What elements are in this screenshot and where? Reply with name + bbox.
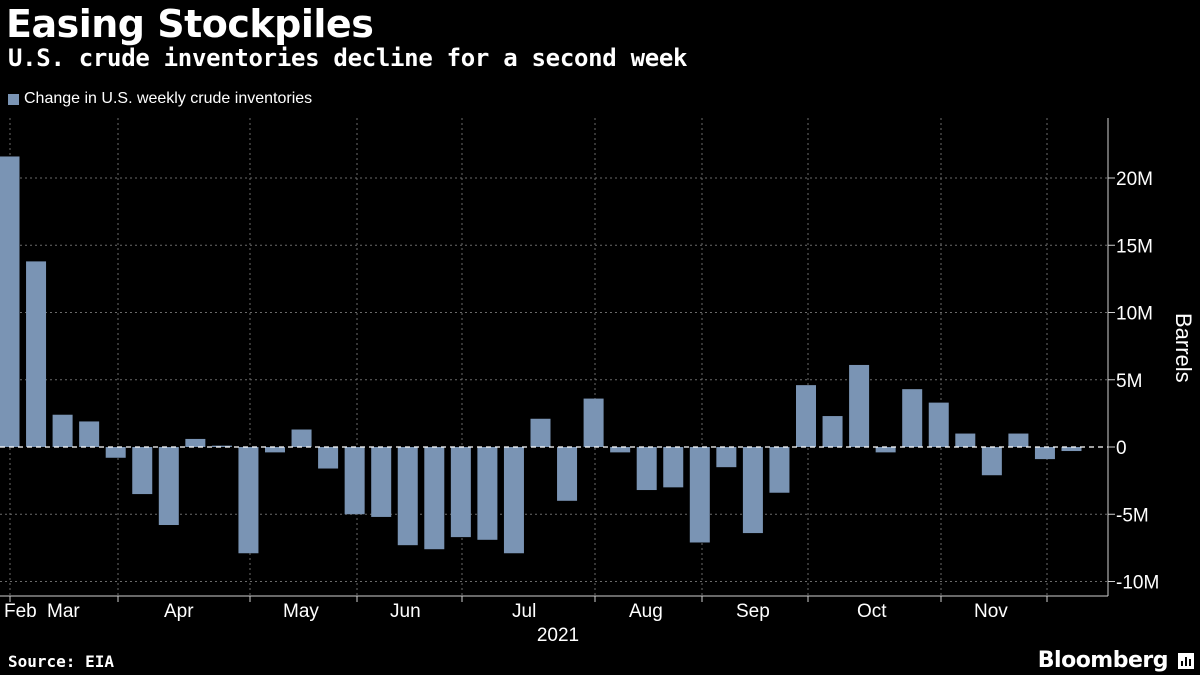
legend-swatch xyxy=(8,93,19,105)
legend: Change in U.S. weekly crude inventories xyxy=(8,90,312,108)
x-tick-label: Mar xyxy=(47,601,80,622)
bar xyxy=(424,447,445,550)
bar xyxy=(450,447,471,538)
bar xyxy=(610,447,631,453)
x-year-label: 2021 xyxy=(537,625,579,646)
bar xyxy=(185,438,206,447)
bar xyxy=(822,416,843,447)
x-tick-label: Jul xyxy=(512,601,536,622)
bar xyxy=(477,447,498,540)
bar xyxy=(928,402,949,447)
x-tick-label: Feb xyxy=(4,601,37,622)
source-note: Source: EIA xyxy=(8,652,114,671)
x-tick-label: Oct xyxy=(857,601,887,622)
x-tick-label: Jun xyxy=(390,601,421,622)
bar xyxy=(796,385,816,447)
bar xyxy=(557,447,578,501)
bar xyxy=(875,447,896,453)
bar xyxy=(238,447,259,554)
bar xyxy=(530,418,551,447)
bar xyxy=(132,447,153,495)
y-tick-label: 20M xyxy=(1116,169,1153,190)
bar xyxy=(1008,433,1029,447)
bar xyxy=(636,447,657,491)
bar xyxy=(0,156,20,448)
bar xyxy=(849,364,870,447)
chart-subtitle: U.S. crude inventories decline for a sec… xyxy=(8,44,688,72)
y-tick-label: -10M xyxy=(1116,573,1159,594)
bar xyxy=(344,447,365,515)
bar xyxy=(955,433,976,447)
bar xyxy=(716,447,737,468)
bar xyxy=(902,389,923,447)
bar xyxy=(105,447,126,458)
x-tick-label: Aug xyxy=(629,601,663,622)
bar xyxy=(1061,447,1082,452)
x-tick-label: Nov xyxy=(974,601,1008,622)
bar xyxy=(265,447,285,453)
y-tick-label: 15M xyxy=(1116,236,1153,257)
bar xyxy=(371,447,392,517)
bar xyxy=(158,447,179,526)
bar xyxy=(742,447,763,534)
bar xyxy=(291,429,312,447)
bar xyxy=(689,447,710,543)
y-tick-label: 5M xyxy=(1116,371,1142,392)
bar xyxy=(663,447,684,488)
bar xyxy=(583,398,604,447)
bar xyxy=(503,447,524,554)
brand-name: Bloomberg xyxy=(1037,648,1169,673)
y-tick-label: 10M xyxy=(1116,304,1153,325)
x-tick-label: May xyxy=(283,601,319,622)
bar xyxy=(26,261,47,447)
y-tick-label: -5M xyxy=(1116,505,1149,526)
legend-label: Change in U.S. weekly crude inventories xyxy=(24,90,313,107)
x-tick-label: Sep xyxy=(736,601,770,622)
bar xyxy=(981,447,1002,476)
x-tick-label: Apr xyxy=(164,601,194,622)
bar xyxy=(79,421,100,447)
bar xyxy=(1034,447,1055,460)
chart-title: Easing Stockpiles xyxy=(6,2,374,46)
y-tick-label: 0 xyxy=(1116,438,1127,459)
bar xyxy=(769,447,790,493)
bar xyxy=(318,447,339,469)
bar xyxy=(397,447,418,546)
y-axis-title: Barrels xyxy=(1171,313,1196,383)
bar xyxy=(52,414,73,447)
bar xyxy=(211,445,232,447)
bloomberg-chart-icon xyxy=(1178,653,1194,669)
